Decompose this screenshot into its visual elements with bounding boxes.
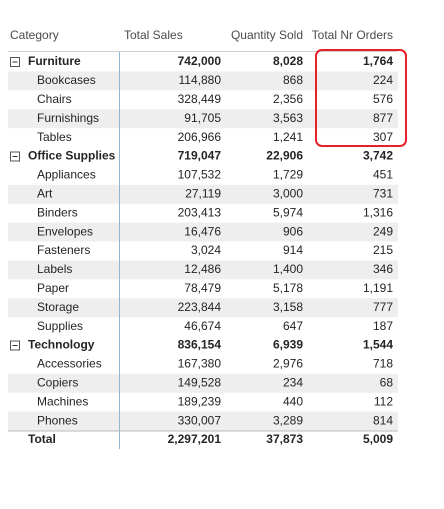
item-value: 3,024 — [191, 243, 221, 257]
row-stripe — [8, 298, 398, 318]
item-value: 16,476 — [184, 224, 221, 238]
item-value: 1,729 — [273, 168, 303, 182]
group-value: 22,906 — [266, 149, 303, 163]
header-cell: Total Nr Orders — [312, 28, 393, 42]
total-value: 37,873 — [266, 432, 303, 446]
header-cell: Category — [10, 28, 59, 42]
group-value: 1,764 — [363, 54, 393, 68]
item-value: 112 — [374, 394, 393, 408]
group-value: 719,047 — [178, 149, 222, 163]
item-value: 114,880 — [179, 73, 222, 87]
row-stripe — [8, 109, 398, 129]
item-value: 3,563 — [273, 111, 303, 125]
item-label: Envelopes — [37, 224, 93, 238]
group-label: Furniture — [28, 54, 81, 68]
item-label: Binders — [37, 205, 78, 219]
row-backgrounds — [8, 71, 398, 431]
item-value: 328,449 — [178, 92, 222, 106]
item-label: Furnishings — [37, 111, 99, 125]
item-value: 451 — [373, 168, 393, 182]
item-value: 330,007 — [178, 413, 222, 427]
item-value: 718 — [373, 357, 393, 371]
item-value: 3,289 — [273, 413, 303, 427]
item-value: 1,316 — [363, 205, 393, 219]
item-value: 149,528 — [178, 375, 222, 389]
item-label: Tables — [37, 130, 72, 144]
item-label: Appliances — [37, 168, 96, 182]
item-value: 107,532 — [178, 168, 222, 182]
item-value: 1,191 — [363, 281, 393, 295]
item-label: Supplies — [37, 319, 83, 333]
group-label: Office Supplies — [28, 149, 116, 163]
item-value: 46,674 — [184, 319, 221, 333]
item-value: 877 — [373, 111, 393, 125]
item-value: 814 — [373, 413, 393, 427]
item-value: 1,241 — [273, 130, 303, 144]
total-value: 2,297,201 — [168, 432, 222, 446]
group-value: 3,742 — [363, 149, 393, 163]
item-value: 2,356 — [273, 92, 303, 106]
row-stripe — [8, 373, 398, 393]
item-value: 187 — [373, 319, 393, 333]
item-label: Paper — [37, 281, 69, 295]
item-value: 2,976 — [273, 357, 303, 371]
row-stripe — [8, 184, 398, 204]
total-value: 5,009 — [363, 432, 393, 446]
row-stripe — [8, 260, 398, 280]
item-value: 777 — [373, 300, 393, 314]
item-label: Phones — [37, 413, 78, 427]
row-stripe — [8, 71, 398, 91]
item-value: 189,239 — [178, 394, 222, 408]
item-label: Art — [37, 186, 53, 200]
row-stripe — [8, 222, 398, 242]
item-value: 68 — [380, 375, 394, 389]
item-value: 647 — [283, 319, 303, 333]
item-label: Chairs — [37, 92, 72, 106]
group-label: Technology — [28, 338, 95, 352]
total-label: Total — [28, 432, 56, 446]
item-value: 3,000 — [273, 186, 303, 200]
item-value: 203,413 — [178, 205, 222, 219]
item-value: 215 — [373, 243, 393, 257]
header-cell: Quantity Sold — [231, 28, 303, 42]
row-stripe — [8, 411, 398, 431]
item-value: 27,119 — [185, 186, 221, 200]
header-cell: Total Sales — [124, 28, 183, 42]
item-value: 5,178 — [273, 281, 303, 295]
item-value: 1,400 — [273, 262, 303, 276]
item-value: 906 — [283, 224, 303, 238]
item-value: 576 — [373, 92, 393, 106]
item-value: 224 — [373, 73, 393, 87]
item-label: Bookcases — [37, 73, 96, 87]
item-value: 234 — [283, 375, 303, 389]
item-value: 249 — [373, 224, 393, 238]
item-label: Labels — [37, 262, 72, 276]
group-value: 742,000 — [178, 54, 222, 68]
item-value: 167,380 — [178, 357, 222, 371]
item-value: 206,966 — [178, 130, 222, 144]
item-value: 78,479 — [184, 281, 221, 295]
item-value: 91,705 — [184, 111, 221, 125]
item-value: 5,974 — [273, 205, 303, 219]
item-value: 307 — [373, 130, 393, 144]
group-value: 6,939 — [273, 338, 303, 352]
group-value: 1,544 — [363, 338, 393, 352]
item-value: 346 — [373, 262, 393, 276]
item-label: Fasteners — [37, 243, 90, 257]
highlight-box — [315, 49, 407, 147]
item-label: Accessories — [37, 357, 102, 371]
group-value: 836,154 — [178, 338, 222, 352]
item-label: Storage — [37, 300, 79, 314]
item-label: Copiers — [37, 375, 78, 389]
group-value: 8,028 — [273, 54, 303, 68]
item-value: 440 — [283, 394, 303, 408]
item-value: 3,158 — [273, 300, 303, 314]
item-value: 914 — [283, 243, 303, 257]
item-value: 731 — [373, 186, 393, 200]
item-value: 868 — [283, 73, 303, 87]
item-value: 223,844 — [178, 300, 222, 314]
item-label: Machines — [37, 394, 88, 408]
item-value: 12,486 — [184, 262, 221, 276]
